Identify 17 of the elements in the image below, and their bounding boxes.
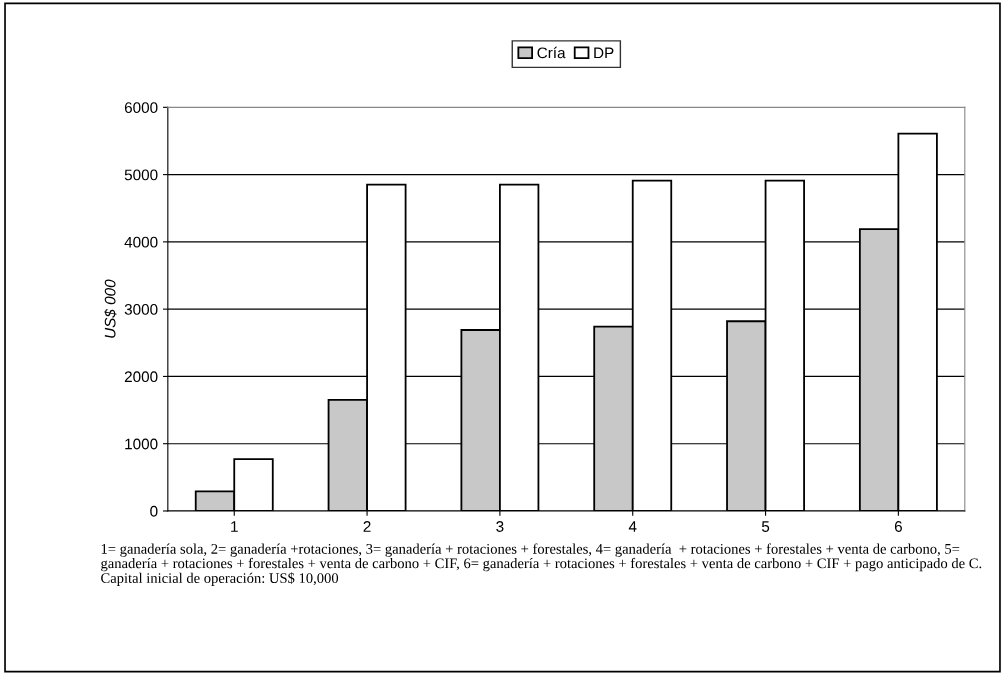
- y-tick-label: 5000: [124, 169, 158, 181]
- x-tick-label: 1: [231, 521, 238, 532]
- x-tick-label: 4: [628, 521, 637, 532]
- y-tick-label: 3000: [124, 304, 158, 315]
- legend-label: Cría: [537, 46, 566, 59]
- y-tick-label: 6000: [124, 102, 158, 114]
- text: 1= ganadería sola, 2= ganadería +rotaciones, 3= ganadería + rotaciones + forestales, 4= ganadería + rotaciones + forestales + venta de carbono, 5= ganadería + rotaciones + forestales + venta de carbono + CIF, 6= ganadería + rotaciones + forestales + venta de carbono + CIF + pago anticipado de C. Capital inicial de operación: US$ 10,000: [101, 543, 982, 586]
- y-tick-label: 4000: [124, 236, 158, 248]
- legend-label: DP: [594, 47, 614, 59]
- y-axis-title: US$ 000: [104, 279, 117, 338]
- x-tick-label: 5: [761, 521, 770, 532]
- y-tick-label: 0: [150, 505, 158, 517]
- x-tick-label: 6: [894, 521, 902, 532]
- x-tick-label: 3: [496, 521, 504, 532]
- x-tick-label: 2: [363, 521, 371, 532]
- y-tick-label: 2000: [124, 371, 158, 383]
- y-tick-label: 1000: [125, 438, 158, 450]
